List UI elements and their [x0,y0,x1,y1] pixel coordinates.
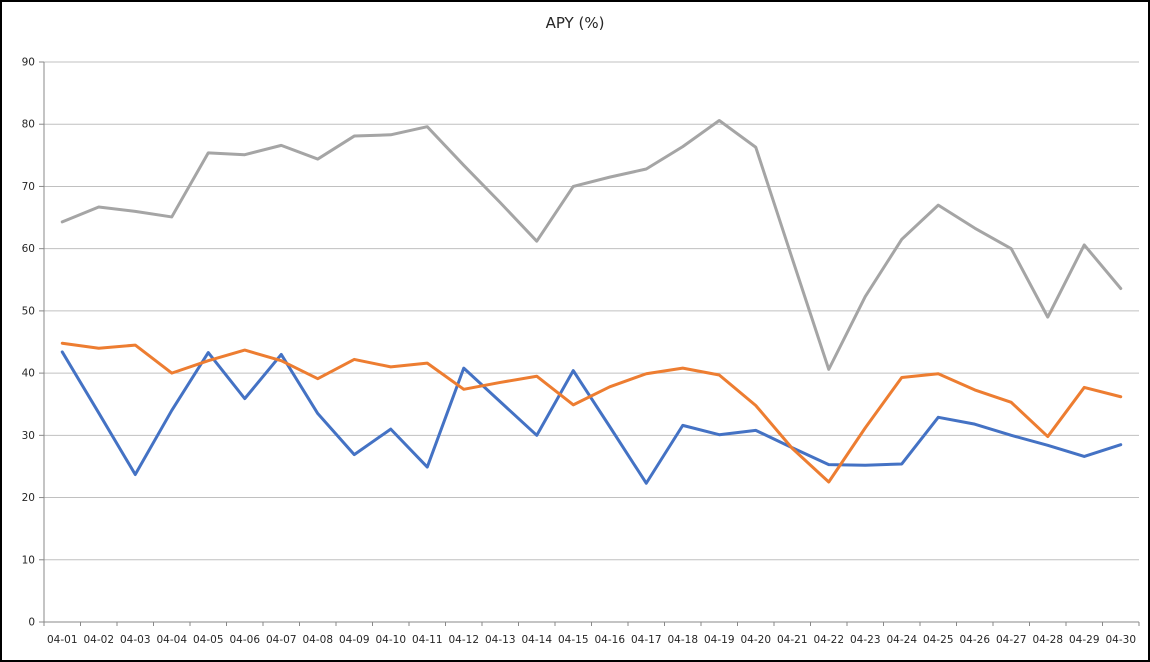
y-tick-label: 10 [22,554,35,566]
x-tick-label: 04-28 [1032,634,1063,646]
x-tick-label: 04-24 [886,634,917,646]
x-tick-label: 04-22 [813,634,844,646]
chart-title: APY (%) [545,14,605,32]
y-tick-label: 90 [22,57,35,69]
x-tick-label: 04-12 [448,634,479,646]
x-tick-label: 04-08 [302,634,333,646]
x-tick-label: 04-25 [923,634,954,646]
y-tick-label: 30 [22,430,35,442]
x-tick-label: 04-20 [740,634,771,646]
x-tick-label: 04-11 [412,634,443,646]
x-tick-label: 04-15 [558,634,589,646]
x-tick-label: 04-21 [777,634,808,646]
x-tick-label: 04-19 [704,634,735,646]
x-tick-label: 04-01 [47,634,78,646]
y-tick-label: 70 [22,181,35,193]
y-tick-label: 60 [22,243,35,255]
x-tick-label: 04-02 [83,634,114,646]
x-tick-label: 04-04 [156,634,187,646]
x-tick-label: 04-16 [594,634,625,646]
x-tick-label: 04-23 [850,634,881,646]
y-tick-label: 80 [22,119,35,131]
y-tick-label: 20 [22,492,35,504]
x-tick-label: 04-17 [631,634,662,646]
x-tick-label: 04-09 [339,634,370,646]
x-tick-label: 04-18 [667,634,698,646]
x-tick-label: 04-03 [120,634,151,646]
x-tick-label: 04-26 [959,634,990,646]
x-tick-label: 04-29 [1069,634,1100,646]
x-tick-label: 04-05 [193,634,224,646]
y-tick-label: 40 [22,368,35,380]
y-tick-label: 0 [28,617,35,629]
x-tick-label: 04-27 [996,634,1027,646]
y-tick-label: 50 [22,305,35,317]
x-tick-label: 04-13 [485,634,516,646]
x-tick-label: 04-14 [521,634,552,646]
blue-series-line [60,350,1123,485]
x-tick-label: 04-30 [1105,634,1136,646]
x-tick-label: 04-06 [229,634,260,646]
x-tick-label: 04-10 [375,634,406,646]
gray-series-line [60,118,1123,371]
x-tick-label: 04-07 [266,634,297,646]
orange-series-line [60,341,1123,484]
